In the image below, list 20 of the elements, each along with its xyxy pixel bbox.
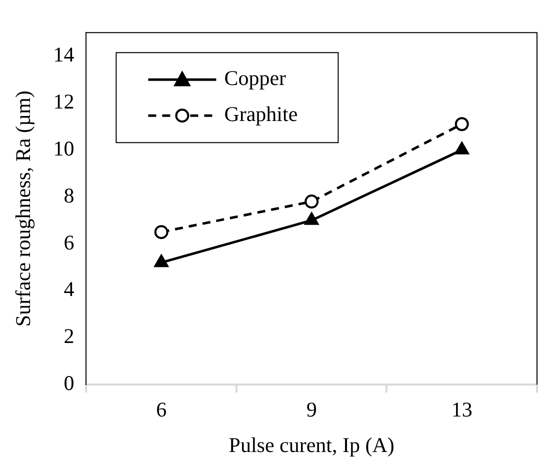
y-tick-label: 0: [64, 371, 74, 396]
y-tick-label: 6: [64, 230, 74, 254]
y-tick-label: 12: [53, 90, 74, 114]
y-axis-title: Surface roughness, Ra (µm): [11, 90, 36, 327]
y-tick-label: 10: [53, 136, 74, 160]
y-tick-label: 4: [64, 277, 75, 302]
y-tick-label: 2: [64, 324, 74, 348]
x-tick-label: 9: [306, 398, 317, 422]
point: [454, 117, 469, 132]
y-tick-label: 14: [53, 42, 75, 67]
point: [304, 212, 319, 225]
point: [154, 225, 168, 240]
legend-label: Copper: [224, 66, 286, 90]
x-tick-label: 6: [156, 398, 167, 422]
x-axis-title: Pulse curent, Ip (A): [228, 432, 394, 457]
x-tick-label: 13: [451, 398, 472, 422]
y-tick-label: 8: [64, 183, 74, 208]
point: [154, 254, 168, 268]
legend-label: Graphite: [224, 102, 298, 126]
point: [304, 194, 319, 209]
